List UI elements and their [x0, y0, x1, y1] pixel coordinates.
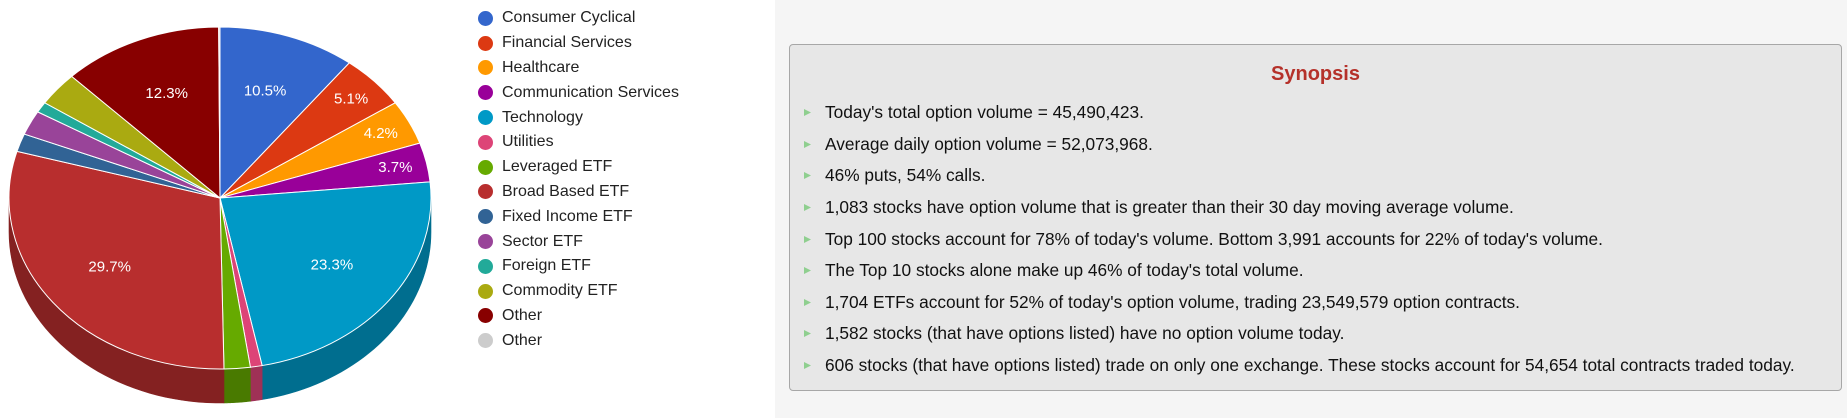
synopsis-item-text: 1,083 stocks have option volume that is … [825, 197, 1514, 218]
pie-slice-side-5 [250, 365, 263, 402]
triangle-bullet-icon [804, 140, 811, 148]
legend-swatch [478, 234, 493, 250]
synopsis-item-text: 1,704 ETFs account for 52% of today's op… [825, 291, 1520, 312]
triangle-bullet-icon [804, 330, 811, 338]
legend-swatch [478, 258, 493, 274]
legend-label: Other [502, 331, 543, 349]
synopsis-item-text: The Top 10 stocks alone make up 46% of t… [825, 260, 1304, 281]
legend-item[interactable]: Fixed Income ETF [478, 204, 679, 229]
legend-item[interactable]: Healthcare [478, 56, 679, 81]
synopsis-item: 46% puts, 54% calls. [804, 160, 1795, 192]
pie-slice-4[interactable] [219, 181, 432, 367]
chart-panel: 10.5% 5.1% 4.2% 3.7% 23.3% 29.7% 12.3% Consume… [0, 0, 775, 418]
legend-swatch [478, 333, 493, 349]
synopsis-item: 606 stocks (that have options listed) tr… [804, 350, 1795, 382]
legend-swatch [478, 159, 493, 175]
legend-label: Communication Services [502, 83, 679, 101]
legend-swatch [478, 35, 493, 51]
legend-label: Healthcare [502, 58, 580, 76]
legend-item[interactable]: Other [478, 304, 679, 329]
legend-label: Consumer Cyclical [502, 9, 636, 27]
pie-value-label: 3.7% [378, 159, 412, 176]
synopsis-item-text: 1,582 stocks (that have options listed) … [825, 323, 1345, 344]
pie-value-label: 5.1% [334, 90, 368, 107]
synopsis-item: The Top 10 stocks alone make up 46% of t… [804, 255, 1795, 287]
legend-label: Leveraged ETF [502, 158, 613, 176]
synopsis-item: Average daily option volume = 52,073,968… [804, 129, 1795, 161]
synopsis-item-text: 46% puts, 54% calls. [825, 165, 986, 186]
synopsis-item: 1,704 ETFs account for 52% of today's op… [804, 287, 1795, 319]
legend-label: Foreign ETF [502, 257, 591, 275]
pie-value-labels: 10.5% 5.1% 4.2% 3.7% 23.3% 29.7% 12.3% [88, 83, 412, 276]
triangle-bullet-icon [804, 235, 811, 243]
synopsis-item-text: Top 100 stocks account for 78% of today'… [825, 228, 1603, 249]
legend-swatch [478, 209, 493, 225]
legend-item[interactable]: Sector ETF [478, 229, 679, 254]
pie-side-walls [8, 197, 432, 404]
pie-chart: 10.5% 5.1% 4.2% 3.7% 23.3% 29.7% 12.3% [8, 26, 432, 404]
pie-value-label: 10.5% [244, 83, 287, 100]
synopsis-item: 1,582 stocks (that have options listed) … [804, 318, 1795, 350]
synopsis-item-text: 606 stocks (that have options listed) tr… [825, 355, 1795, 376]
pie-slice-13[interactable] [218, 26, 221, 199]
pie-slice-side-6 [223, 366, 251, 404]
pie-value-label: 29.7% [88, 258, 131, 275]
legend-item[interactable]: Financial Services [478, 31, 679, 56]
triangle-bullet-icon [804, 298, 811, 306]
triangle-bullet-icon [804, 362, 811, 370]
legend-item[interactable]: Utilities [478, 130, 679, 155]
synopsis-title: Synopsis [1271, 63, 1360, 85]
synopsis-item: Top 100 stocks account for 78% of today'… [804, 223, 1795, 255]
pie-slice-0[interactable] [219, 26, 351, 200]
legend-item[interactable]: Technology [478, 105, 679, 130]
legend-label: Sector ETF [502, 232, 583, 250]
legend-swatch [478, 110, 493, 126]
pie-value-label: 12.3% [145, 85, 188, 102]
legend-item[interactable]: Other [478, 328, 679, 353]
legend-swatch [478, 85, 493, 101]
legend-item[interactable]: Consumer Cyclical [478, 6, 679, 31]
pie-top-faces [8, 26, 432, 370]
legend-item[interactable]: Foreign ETF [478, 254, 679, 279]
legend-label: Technology [502, 108, 583, 126]
legend-item[interactable]: Commodity ETF [478, 279, 679, 304]
synopsis-item-text: Today's total option volume = 45,490,423… [825, 102, 1144, 123]
legend-swatch [478, 283, 493, 299]
legend-label: Broad Based ETF [502, 182, 630, 200]
triangle-bullet-icon [804, 172, 811, 180]
legend-label: Other [502, 306, 543, 324]
legend-swatch [478, 184, 493, 200]
legend-label: Commodity ETF [502, 282, 618, 300]
pie-value-label: 4.2% [364, 125, 398, 142]
pie-slice-12[interactable] [70, 26, 221, 200]
synopsis-list: Today's total option volume = 45,490,423… [804, 97, 1795, 381]
legend-item[interactable]: Leveraged ETF [478, 155, 679, 180]
triangle-bullet-icon [804, 109, 811, 117]
synopsis-item-text: Average daily option volume = 52,073,968… [825, 133, 1153, 154]
synopsis-item: 1,083 stocks have option volume that is … [804, 192, 1795, 224]
legend-label: Utilities [502, 133, 554, 151]
legend-item[interactable]: Broad Based ETF [478, 180, 679, 205]
chart-legend: Consumer Cyclical Financial Services Healt… [478, 6, 679, 353]
pie-slice-7[interactable] [8, 150, 225, 370]
legend-swatch [478, 60, 493, 76]
legend-swatch [478, 134, 493, 150]
triangle-bullet-icon [804, 267, 811, 275]
legend-label: Fixed Income ETF [502, 207, 633, 225]
legend-item[interactable]: Communication Services [478, 80, 679, 105]
synopsis-item: Today's total option volume = 45,490,423… [804, 97, 1795, 129]
legend-swatch [478, 308, 493, 324]
triangle-bullet-icon [804, 204, 811, 212]
legend-swatch [478, 10, 493, 26]
pie-value-label: 23.3% [311, 257, 354, 274]
legend-label: Financial Services [502, 34, 632, 52]
synopsis-box: Synopsis Today's total option volume = 4… [789, 44, 1842, 391]
